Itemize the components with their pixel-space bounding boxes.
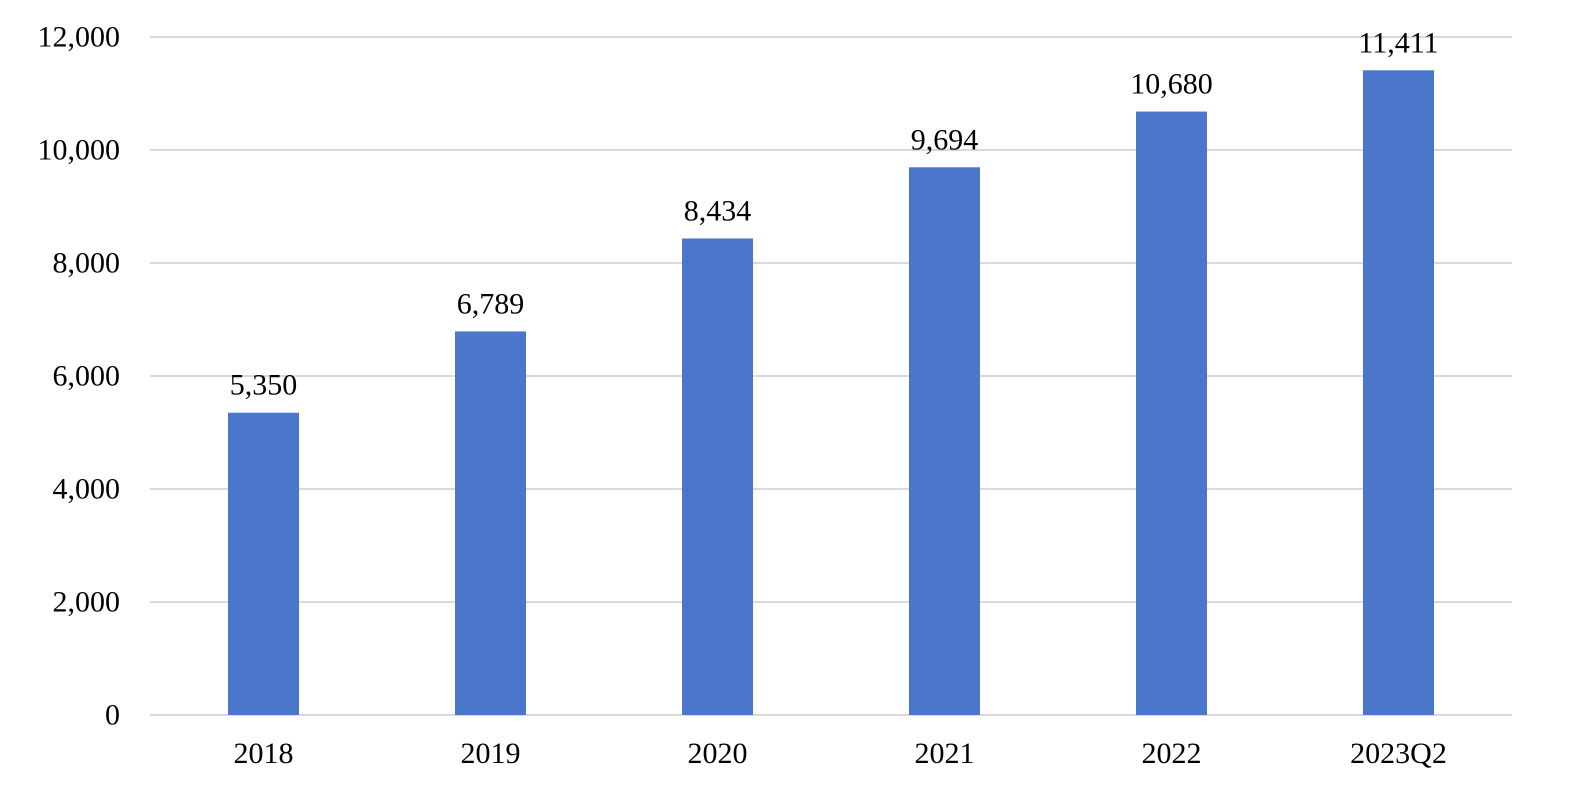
data-label: 8,434	[684, 194, 752, 227]
y-axis-tick-labels: 0 2,000 4,000 6,000 8,000 10,000 12,000	[38, 21, 121, 732]
x-category-label: 2021	[915, 737, 975, 770]
y-tick-label: 4,000	[53, 473, 121, 506]
data-label: 10,680	[1130, 68, 1213, 101]
y-tick-label: 0	[105, 699, 120, 732]
data-label: 9,694	[911, 123, 979, 156]
x-category-label: 2019	[461, 737, 521, 770]
y-tick-label: 10,000	[38, 134, 121, 167]
data-label: 5,350	[230, 369, 298, 402]
gridlines	[150, 36, 1512, 716]
y-tick-label: 12,000	[38, 21, 121, 54]
bars	[228, 70, 1434, 715]
bar	[1363, 70, 1434, 715]
x-category-label: 2022	[1142, 737, 1202, 770]
bar	[228, 412, 299, 715]
data-label: 11,411	[1358, 26, 1438, 59]
x-axis-category-labels: 2018 2019 2020 2021 2022 2023Q2	[234, 737, 1447, 770]
bar	[682, 238, 753, 715]
y-tick-label: 6,000	[53, 360, 121, 393]
x-category-label: 2018	[234, 737, 294, 770]
data-labels: 5,350 6,789 8,434 9,694 10,680 11,411	[230, 26, 1439, 401]
x-category-label: 2023Q2	[1350, 737, 1447, 770]
y-tick-label: 2,000	[53, 586, 121, 619]
data-label: 6,789	[457, 287, 525, 320]
bar	[909, 167, 980, 715]
bar	[455, 331, 526, 715]
x-category-label: 2020	[688, 737, 748, 770]
y-tick-label: 8,000	[53, 247, 121, 280]
bar	[1136, 111, 1207, 715]
